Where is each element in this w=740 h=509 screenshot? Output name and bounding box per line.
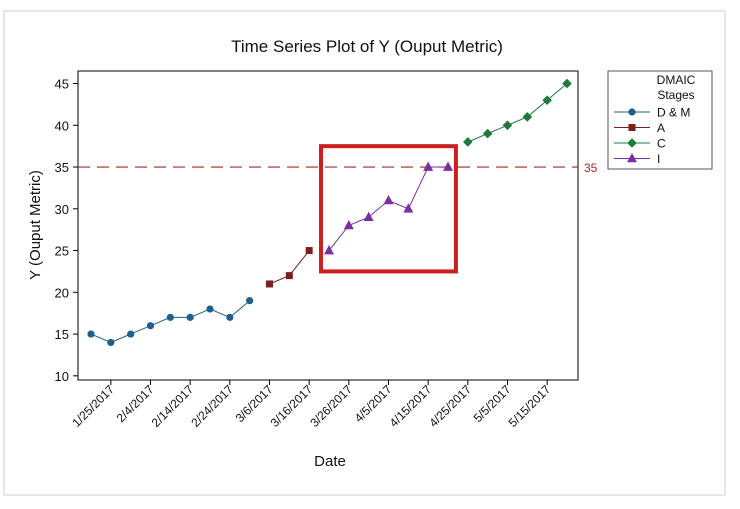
legend-label: C [657, 137, 666, 151]
data-point-c [562, 78, 572, 89]
data-point-d-m [226, 313, 234, 321]
y-tick-label: 30 [55, 202, 69, 217]
series-c [463, 78, 572, 147]
legend-box [607, 70, 713, 170]
data-point-d-m [246, 297, 254, 305]
y-tick-label: 10 [55, 369, 69, 384]
data-point-i [383, 194, 394, 205]
plot-area [77, 70, 579, 381]
data-point-i [363, 211, 374, 221]
legend-item-a: A [614, 121, 665, 135]
data-point-a [305, 247, 313, 255]
data-point-i [423, 161, 434, 171]
y-tick-label: 20 [55, 285, 69, 300]
legend-item-c: C [614, 137, 666, 151]
data-point-d-m [127, 330, 135, 338]
legend-label: D & M [657, 106, 690, 120]
data-point-i [443, 161, 453, 171]
x-axis-label: Date [314, 453, 346, 470]
legend-item-d-m: D & M [614, 106, 690, 120]
legend-label: A [657, 121, 665, 135]
legend-title-line: DMAIC [657, 73, 696, 87]
legend-marker [627, 138, 637, 148]
series-group [87, 78, 572, 347]
y-tick-label: 25 [55, 244, 69, 259]
data-point-i [324, 245, 334, 255]
data-point-i [343, 220, 354, 230]
highlight-group [319, 144, 458, 274]
legend-title-line: Stages [657, 88, 694, 102]
series-a [266, 247, 313, 288]
data-point-a [266, 280, 273, 288]
data-point-a [285, 272, 293, 280]
legend-marker [628, 124, 636, 131]
data-point-d-m [166, 313, 174, 321]
data-point-c [502, 120, 513, 131]
data-point-d-m [87, 330, 95, 338]
data-point-d-m [146, 322, 155, 330]
data-point-d-m [186, 313, 194, 321]
series-i [324, 161, 453, 255]
legend-marker [628, 108, 636, 116]
data-point-c [522, 112, 533, 122]
reference-line-label: 35 [584, 161, 598, 175]
y-axis-label: Y (Ouput Metric) [27, 170, 44, 280]
highlight-box [319, 144, 458, 274]
data-point-d-m [206, 305, 214, 313]
series-d-m [87, 297, 254, 347]
y-tick-label: 35 [55, 160, 69, 175]
legend-marker [627, 153, 637, 163]
data-point-c [463, 137, 473, 147]
reference-line-group: 35 [78, 161, 598, 175]
legend-label: I [657, 152, 660, 166]
data-point-c [542, 95, 552, 106]
data-point-i [403, 203, 414, 213]
y-tick-label: 40 [55, 118, 69, 133]
data-point-d-m [107, 338, 115, 347]
y-tick-label: 15 [55, 327, 69, 342]
chart-title: Time Series Plot of Y (Ouput Metric) [231, 37, 503, 56]
legend-item-i: I [614, 152, 660, 166]
y-axis: 10 15 20 25 30 35 40 45 [55, 77, 78, 384]
y-tick-label: 45 [55, 77, 69, 92]
data-point-c [482, 128, 493, 139]
